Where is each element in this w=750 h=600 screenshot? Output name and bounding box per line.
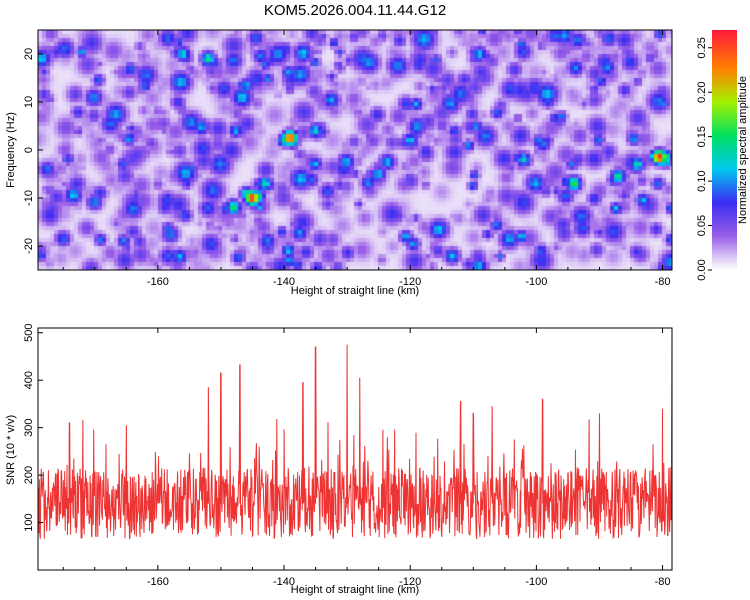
heatmap-y-tick-label: 20 — [23, 48, 35, 60]
heatmap-y-tick-label: -10 — [23, 190, 35, 206]
snr-x-tick-label: -160 — [147, 576, 169, 588]
snr-y-tick-label: 400 — [23, 371, 35, 389]
snr-x-tick-label: -80 — [655, 576, 671, 588]
heatmap-y-tick-label: 0 — [23, 147, 35, 153]
colorbar: 0.00 0.05 0.10 0.15 0.20 0.25 Normalized spec… — [696, 30, 749, 281]
heatmap-x-tick-label: -80 — [655, 276, 671, 288]
snr-x-tick-label: -120 — [399, 576, 421, 588]
snr-frame — [37, 327, 673, 571]
snr-series-line — [38, 332, 672, 540]
heatmap-y-tick-label: -20 — [23, 238, 35, 254]
heatmap-canvas — [38, 30, 672, 270]
snr-x-axis-label: Height of straight line (km) — [291, 584, 419, 596]
heatmap-y-tick-label: 10 — [23, 96, 35, 108]
colorbar-tick-label: 0.20 — [696, 82, 708, 103]
heatmap-x-ticks: -160 -140 -120 -100 -80 — [62, 30, 671, 288]
snr-y-tick-label: 300 — [23, 418, 35, 436]
colorbar-ticks: 0.00 0.05 0.10 0.15 0.20 0.25 — [696, 37, 712, 281]
chart-title: KOM5.2026.004.11.44.G12 — [264, 2, 446, 19]
colorbar-tick-label: 0.05 — [696, 215, 708, 236]
snr-y-axis-label: SNR (10 * v/v) — [5, 415, 17, 485]
heatmap-image — [38, 30, 672, 270]
snr-x-ticks: -160 -140 -120 -100 -80 — [62, 328, 671, 588]
snr-y-tick-label: 500 — [23, 324, 35, 342]
colorbar-tick-label: 0.10 — [696, 170, 708, 191]
snr-y-tick-label: 100 — [23, 513, 35, 531]
heatmap-x-tick-label: -100 — [525, 276, 547, 288]
colorbar-label: Normalized spectral amplitude — [737, 76, 749, 224]
colorbar-tick-label: 0.25 — [696, 37, 708, 58]
colorbar-tick-label: 0.00 — [696, 259, 708, 280]
colorbar-gradient — [712, 30, 737, 270]
heatmap-y-axis-label: Frequency (Hz) — [5, 112, 17, 188]
snr-panel: -160 -140 -120 -100 -80 100 200 300 400 500 Heig… — [5, 324, 673, 596]
heatmap-y-ticks: -20 -10 0 10 20 — [23, 48, 43, 254]
snr-x-tick-label: -100 — [525, 576, 547, 588]
colorbar-tick-label: 0.15 — [696, 126, 708, 147]
heatmap-x-tick-label: -160 — [147, 276, 169, 288]
heatmap-x-tick-label: -120 — [399, 276, 421, 288]
heatmap-x-axis-label: Height of straight line (km) — [291, 285, 419, 297]
snr-x-tick-label: -140 — [273, 576, 295, 588]
snr-y-tick-label: 200 — [23, 466, 35, 484]
heatmap-x-tick-label: -140 — [273, 276, 295, 288]
snr-y-ticks: 100 200 300 400 500 — [23, 324, 43, 532]
